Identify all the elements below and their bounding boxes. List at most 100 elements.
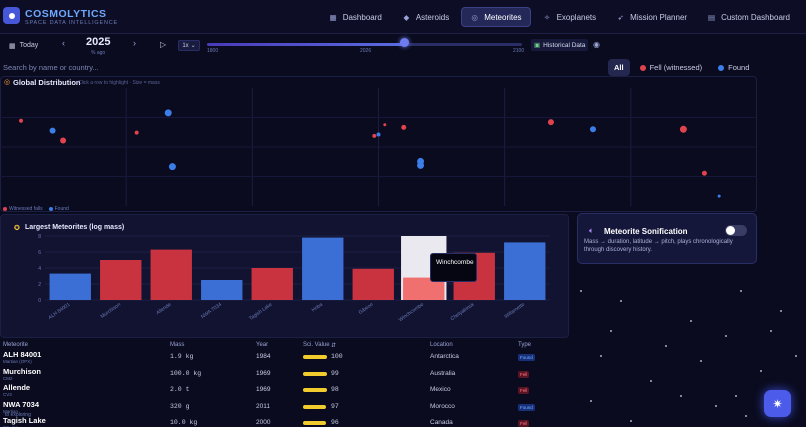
top-header: COSMOLYTICS SPACE DATA INTELLIGENCE ▦ Das… xyxy=(0,0,806,34)
meteorite-location: Morocco xyxy=(430,402,455,410)
nav-item-exoplanets[interactable]: ✧ Exoplanets xyxy=(535,7,605,27)
tooltip-label: Winchcombe xyxy=(436,259,474,266)
meteorite-year: 2000 xyxy=(256,419,271,426)
bar-nwa-7034[interactable] xyxy=(201,280,243,300)
filter-dot xyxy=(718,64,725,71)
table-row[interactable]: NWA 7034 Martian 320 g 2011 97 Morocco Found xyxy=(0,400,566,416)
nav-item-label: Asteroids xyxy=(415,12,450,22)
star xyxy=(735,395,737,397)
sci-value: 98 xyxy=(331,386,339,393)
brand-name: COSMOLYTICS xyxy=(25,8,107,20)
table-row[interactable]: Tagish LakeC2-ung 10.0 kg 2000 96 Canada Fell xyxy=(0,416,566,427)
nav-item-mission-planner[interactable]: ➶ Mission Planner xyxy=(608,7,695,27)
y-tick-label: 6 xyxy=(38,250,41,256)
eye-icon[interactable]: ◉ xyxy=(593,40,600,49)
map-point-fell[interactable] xyxy=(60,137,67,144)
type-badge: Fell xyxy=(518,387,530,394)
world-map[interactable] xyxy=(0,88,757,206)
sort-icon[interactable]: ⇵ xyxy=(331,343,337,349)
timeline-slider-thumb[interactable] xyxy=(400,38,409,47)
filter-group: All Fell (witnessed) Found xyxy=(608,58,755,77)
meteorite-class: C2-ung xyxy=(3,425,18,427)
table-header-meteorite[interactable]: Meteorite xyxy=(3,342,29,348)
map-point-fell[interactable] xyxy=(547,119,554,126)
table-row[interactable]: Murchison CM2 100.0 kg 1969 99 Australia Fell xyxy=(0,367,566,383)
map-point-found[interactable] xyxy=(164,109,172,117)
legend-found-dot xyxy=(48,207,53,211)
table-header-type[interactable]: Type xyxy=(518,342,532,348)
table-header-location[interactable]: Location xyxy=(430,342,453,348)
meteorite-class: CV3 xyxy=(3,392,12,397)
historical-data-label: Historical Data xyxy=(543,41,586,49)
star xyxy=(745,415,747,417)
assistant-fab[interactable]: ✷ xyxy=(764,390,791,417)
map-point-fell[interactable] xyxy=(401,124,407,130)
sci-value: 100 xyxy=(331,353,343,360)
legend-fell-dot xyxy=(3,207,7,211)
bar-gibeon[interactable] xyxy=(352,268,394,300)
sonification-description: Mass → duration, latitude → pitch, plays… xyxy=(584,239,733,253)
x-tick-label: Hoba xyxy=(311,302,324,314)
star xyxy=(590,400,592,402)
map-point-fell[interactable] xyxy=(701,170,707,176)
brand-tagline: SPACE DATA INTELLIGENCE xyxy=(25,20,118,26)
sci-value-bar xyxy=(303,388,327,392)
chevron-left-icon[interactable]: ‹ xyxy=(62,38,65,48)
nav-item-custom-dashboard[interactable]: ▤ Custom Dashboard xyxy=(699,7,798,27)
calendar-icon: ▦ xyxy=(9,42,16,50)
x-tick-label: Allende xyxy=(155,302,172,317)
sci-value-bar xyxy=(303,371,327,376)
filter-all[interactable]: All xyxy=(608,59,630,76)
nav-item-asteroids[interactable]: ◆ Asteroids xyxy=(394,7,457,27)
map-point-found[interactable] xyxy=(49,127,56,134)
map-point-found[interactable] xyxy=(376,132,381,137)
nav-item-meteorites[interactable]: ◎ Meteorites xyxy=(461,7,531,27)
map-point-fell[interactable] xyxy=(19,118,24,123)
table-header-mass[interactable]: Mass xyxy=(170,342,185,348)
meteorite-class: Martian (OPX) xyxy=(3,359,32,364)
sci-value: 97 xyxy=(331,402,339,410)
play-icon[interactable]: ▷ xyxy=(160,40,167,49)
bar-alh-84001[interactable] xyxy=(49,273,91,300)
speed-select[interactable]: 1x ⌄ xyxy=(178,40,200,51)
table-row[interactable]: Allende CV3 2.0 t 1969 98 Mexico Fell xyxy=(0,383,566,399)
chevron-right-icon[interactable]: › xyxy=(133,38,136,48)
bar-winchcombe[interactable] xyxy=(403,277,445,300)
bar-allende[interactable] xyxy=(150,249,192,300)
meteorite-name: Tagish Lake xyxy=(3,416,46,425)
map-point-found[interactable] xyxy=(717,194,721,198)
logo-icon xyxy=(3,7,20,24)
bar-murchison[interactable] xyxy=(100,260,142,300)
today-button[interactable]: ▦ Today xyxy=(4,38,43,53)
table-header-year[interactable]: Year xyxy=(256,342,269,348)
star xyxy=(770,330,772,332)
bar-tagish-lake[interactable] xyxy=(251,268,293,300)
today-label: Today xyxy=(19,42,39,49)
mass-bar-chart[interactable]: 0 2 4 6 8 ALH 84001 Murchison Allende NWA 7034 Ta… xyxy=(0,232,569,332)
table-row[interactable]: ALH 84001 Martian (OPX) 1.9 kg 1984 100 Antar… xyxy=(0,350,566,366)
map-point-fell[interactable] xyxy=(679,125,687,133)
bar-willamette[interactable] xyxy=(504,242,546,300)
nav-item-label: Dashboard xyxy=(342,12,382,22)
timeline-slider[interactable] xyxy=(207,43,522,46)
map-point-fell[interactable] xyxy=(134,130,139,135)
year-display: 2025 xyxy=(86,36,111,48)
table-header-sci-value[interactable]: Sci. Value xyxy=(303,342,330,348)
star xyxy=(795,355,797,357)
map-point-found[interactable] xyxy=(589,126,596,133)
map-point-fell[interactable] xyxy=(372,133,377,138)
map-point-found[interactable] xyxy=(168,163,176,171)
map-point-found[interactable] xyxy=(417,161,425,169)
layout-icon: ▤ xyxy=(708,12,716,22)
star xyxy=(630,420,632,422)
nav-item-dashboard[interactable]: ▦ Dashboard xyxy=(321,7,390,27)
map-point-fell[interactable] xyxy=(383,123,387,127)
database-icon: ▣ xyxy=(534,42,541,49)
filter-fell[interactable]: Fell (witnessed) xyxy=(634,59,709,76)
search-input[interactable] xyxy=(3,61,603,74)
bar-hoba[interactable] xyxy=(302,237,344,300)
grid-icon: ▦ xyxy=(329,12,337,22)
sonification-toggle[interactable] xyxy=(725,225,747,236)
filter-found[interactable]: Found xyxy=(712,59,755,76)
historical-data-button[interactable]: ▣ Historical Data xyxy=(531,39,589,51)
